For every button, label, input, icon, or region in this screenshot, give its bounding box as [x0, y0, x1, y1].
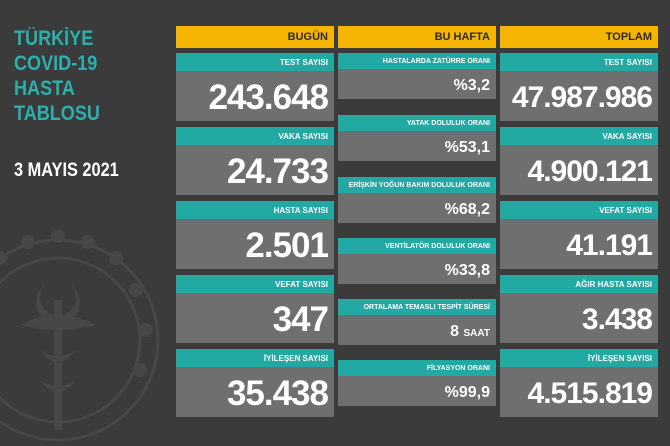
card-label: İYİLEŞEN SAYISI	[176, 349, 334, 367]
card-label: VEFAT SAYISI	[500, 201, 658, 219]
today-card-patients: HASTA SAYISI 2.501	[176, 201, 334, 269]
total-card-cases: VAKA SAYISI 4.900.121	[500, 127, 658, 195]
total-header: TOPLAM	[500, 26, 658, 48]
card-value: 4.900.121	[500, 145, 658, 195]
dashboard-title: TÜRKİYE COVID-19 HASTA TABLOSU	[14, 26, 100, 126]
today-card-test: TEST SAYISI 243.648	[176, 53, 334, 121]
today-header: BUGÜN	[176, 26, 334, 48]
week-card-bed-occupancy: YATAK DOLULUK ORANI %53,1	[338, 115, 496, 161]
week-card-ventilator-occupancy: VENTİLATÖR DOLULUK ORANI %33,8	[338, 238, 496, 284]
card-label: AĞIR HASTA SAYISI	[500, 275, 658, 293]
card-value: 347	[176, 293, 334, 343]
title-line-3: HASTA	[14, 77, 75, 100]
week-card-icu-occupancy: ERİŞKİN YOĞUN BAKIM DOLULUK ORANI %68,2	[338, 177, 496, 223]
card-label: ERİŞKİN YOĞUN BAKIM DOLULUK ORANI	[338, 177, 496, 193]
card-label: VENTİLATÖR DOLULUK ORANI	[338, 238, 496, 254]
week-column: BU HAFTA HASTALARDA ZATÜRRE ORANI %3,2 Y…	[338, 26, 496, 406]
card-label: TEST SAYISI	[500, 53, 658, 71]
card-value: %33,8	[338, 254, 496, 284]
week-header: BU HAFTA	[338, 26, 496, 48]
title-line-4: TABLOSU	[14, 102, 100, 125]
card-label: VAKA SAYISI	[176, 127, 334, 145]
title-line-2: COVID-19	[14, 52, 98, 75]
today-column: BUGÜN TEST SAYISI 243.648 VAKA SAYISI 24…	[176, 26, 334, 417]
card-value: %68,2	[338, 193, 496, 223]
week-card-contact-time: ORTALAMA TEMASLI TESPİT SÜRESİ 8 SAAT	[338, 299, 496, 345]
card-value: %99,9	[338, 376, 496, 406]
card-value-unit: SAAT	[463, 328, 490, 339]
card-label: VAKA SAYISI	[500, 127, 658, 145]
card-value: %3,2	[338, 69, 496, 99]
card-label: ORTALAMA TEMASLI TESPİT SÜRESİ	[338, 299, 496, 315]
card-label: YATAK DOLULUK ORANI	[338, 115, 496, 131]
card-value: 24.733	[176, 145, 334, 195]
card-label: FİLYASYON ORANI	[338, 360, 496, 376]
card-value: %53,1	[338, 131, 496, 161]
week-card-pneumonia: HASTALARDA ZATÜRRE ORANI %3,2	[338, 53, 496, 99]
card-value: 41.191	[500, 219, 658, 269]
card-value-number: 8	[450, 323, 460, 340]
title-line-1: TÜRKİYE	[14, 27, 94, 50]
card-value: 4.515.819	[500, 367, 658, 417]
total-card-critical: AĞIR HASTA SAYISI 3.438	[500, 275, 658, 343]
today-card-recovered: İYİLEŞEN SAYISI 35.438	[176, 349, 334, 417]
card-label: TEST SAYISI	[176, 53, 334, 71]
ministry-of-health-emblem-icon	[0, 230, 160, 442]
week-card-filiation: FİLYASYON ORANI %99,9	[338, 360, 496, 406]
card-value: 8 SAAT	[338, 315, 496, 345]
total-column: TOPLAM TEST SAYISI 47.987.986 VAKA SAYIS…	[500, 26, 658, 417]
card-value: 35.438	[176, 367, 334, 417]
report-date: 3 MAYIS 2021	[14, 160, 119, 181]
total-card-deaths: VEFAT SAYISI 41.191	[500, 201, 658, 269]
card-label: HASTA SAYISI	[176, 201, 334, 219]
total-card-test: TEST SAYISI 47.987.986	[500, 53, 658, 121]
card-label: İYİLEŞEN SAYISI	[500, 349, 658, 367]
card-value: 243.648	[176, 71, 334, 121]
card-label: HASTALARDA ZATÜRRE ORANI	[338, 53, 496, 69]
card-value: 2.501	[176, 219, 334, 269]
card-value: 47.987.986	[500, 71, 658, 121]
today-card-cases: VAKA SAYISI 24.733	[176, 127, 334, 195]
card-value: 3.438	[500, 293, 658, 343]
total-card-recovered: İYİLEŞEN SAYISI 4.515.819	[500, 349, 658, 417]
card-label: VEFAT SAYISI	[176, 275, 334, 293]
today-card-deaths: VEFAT SAYISI 347	[176, 275, 334, 343]
